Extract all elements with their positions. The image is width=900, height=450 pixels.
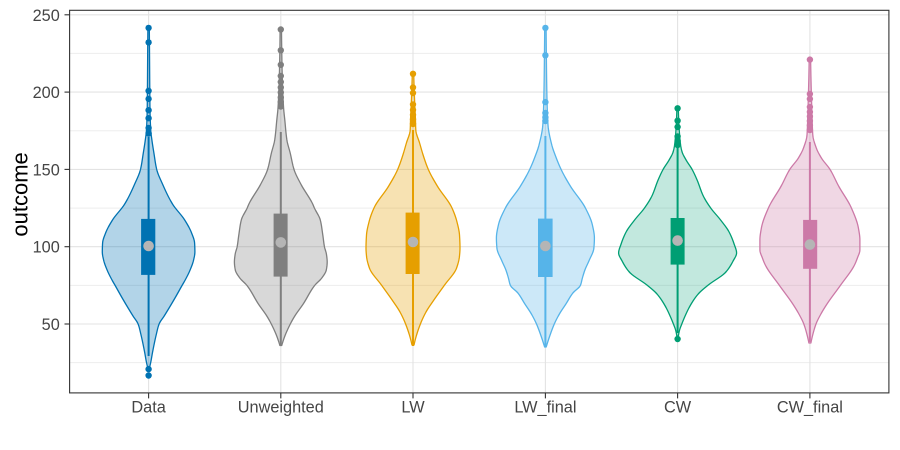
svg-text:250: 250	[33, 7, 60, 25]
svg-text:Data: Data	[131, 399, 166, 417]
svg-text:200: 200	[33, 84, 60, 102]
svg-text:100: 100	[33, 239, 60, 257]
svg-text:LW: LW	[401, 399, 425, 417]
svg-text:CW_final: CW_final	[777, 399, 843, 417]
svg-text:Unweighted: Unweighted	[238, 399, 324, 417]
svg-text:CW: CW	[664, 399, 692, 417]
svg-text:150: 150	[33, 161, 60, 179]
svg-text:outcome: outcome	[8, 152, 33, 236]
svg-text:50: 50	[42, 316, 60, 334]
svg-text:LW_final: LW_final	[514, 399, 576, 417]
